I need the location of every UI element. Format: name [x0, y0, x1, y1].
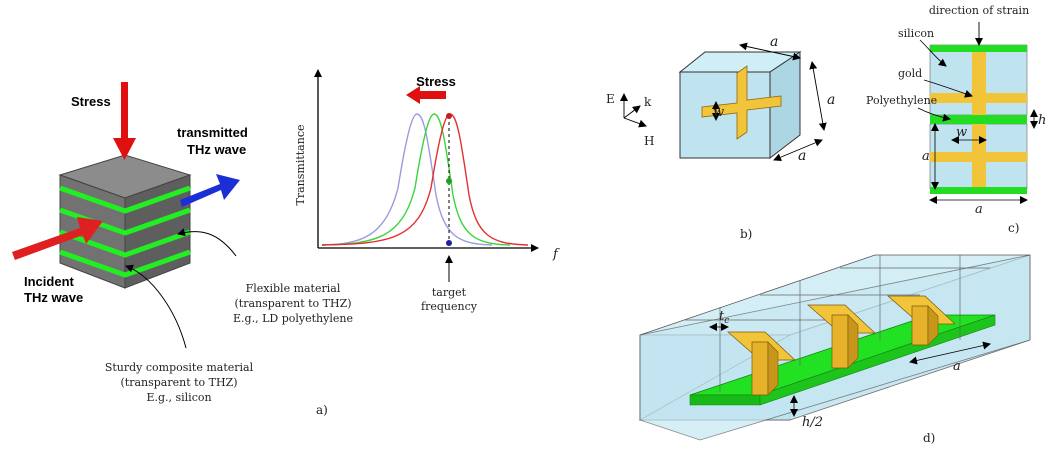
gold-horizontal-2	[930, 152, 1027, 162]
gold-t-2	[807, 304, 876, 369]
panel-c-stack	[929, 44, 1028, 194]
plot-stress-arrow	[406, 86, 446, 104]
polyethylene-label: Polyethylene	[866, 94, 937, 107]
d-label-tc: tc	[719, 309, 729, 326]
caption-c: c)	[1008, 221, 1019, 235]
plot-ylabel: Transmittance	[294, 125, 307, 206]
gold-vertical-1	[972, 52, 986, 115]
dim-a-right	[809, 61, 827, 131]
gold-horizontal-1	[930, 93, 1027, 103]
gold-label: gold	[898, 67, 922, 80]
flexible-text-3: E.g., LD polyethylene	[233, 312, 353, 325]
d-label-a: a	[953, 359, 961, 374]
red-marker	[446, 113, 452, 119]
b-label-a-right: a	[827, 92, 835, 108]
sturdy-text-3: E.g., silicon	[146, 391, 211, 404]
sturdy-text-1: Sturdy composite material	[105, 361, 254, 374]
transmitted-arrow	[180, 174, 240, 207]
curve-blue	[321, 113, 493, 246]
direction-of-strain-label: direction of strain	[929, 4, 1029, 17]
incident-label-1: Incident	[24, 274, 75, 289]
c-label-w: w	[956, 125, 967, 140]
incident-arrow	[12, 217, 103, 260]
b-label-w: w	[713, 105, 724, 120]
poly-layer-bottom	[930, 187, 1027, 194]
sturdy-text-2: (transparent to THZ)	[120, 376, 237, 389]
stress-label: Stress	[71, 94, 111, 109]
flexible-callout	[177, 228, 237, 257]
unit-cell-front	[679, 71, 771, 159]
c-label-h: h	[1038, 113, 1046, 128]
dim-a-bottom	[773, 139, 823, 161]
stress-arrow	[113, 82, 136, 160]
silicon-label: silicon	[898, 27, 934, 40]
c-label-a-left: a	[922, 149, 930, 164]
gold-cross	[701, 65, 782, 140]
incident-label-2: THz wave	[24, 290, 83, 305]
axis-e-label: E	[606, 92, 615, 106]
plot-xlabel: f	[552, 247, 560, 262]
flexible-text-2: (transparent to THZ)	[234, 297, 351, 310]
axis-k-label: k	[644, 95, 652, 109]
gold-t-1	[727, 331, 796, 396]
axis-h-label: H	[644, 134, 654, 148]
poly-layer-mid	[930, 115, 1027, 124]
caption-d: d)	[923, 431, 935, 445]
target-label-2: frequency	[421, 300, 478, 313]
dim-a-top	[739, 42, 801, 61]
c-label-a-bottom: a	[975, 202, 983, 217]
target-label-1: target	[432, 286, 467, 299]
poly-sheet-edge	[689, 394, 761, 406]
plot-stress-label: Stress	[416, 74, 456, 89]
d-dim-a	[909, 341, 991, 365]
flexible-text-1: Flexible material	[246, 282, 341, 295]
b-label-a-top: a	[770, 34, 778, 50]
silicon-callout	[919, 39, 947, 67]
transmitted-label-2: THz wave	[187, 142, 246, 157]
polarization-axes	[620, 93, 647, 128]
transmittance-plot: Transmittance f Stress target frequency	[294, 69, 560, 313]
caption-b: b)	[740, 227, 752, 241]
sturdy-callout	[125, 264, 187, 349]
gold-t-3	[887, 295, 956, 346]
panel-b-unit-cell	[678, 42, 827, 161]
transmitted-label-1: transmitted	[177, 125, 248, 140]
poly-layer-top	[930, 45, 1027, 52]
blue-marker	[446, 240, 452, 246]
green-marker	[446, 178, 452, 184]
gold-callout	[923, 79, 973, 98]
caption-a: a)	[316, 403, 328, 417]
d-label-h2: h/2	[802, 415, 823, 430]
poly-callout	[917, 107, 951, 122]
curve-green	[321, 113, 511, 246]
b-label-a-bottom: a	[798, 148, 806, 164]
polyethylene-layers	[59, 185, 191, 278]
panel-d-waveguide	[638, 254, 1031, 441]
